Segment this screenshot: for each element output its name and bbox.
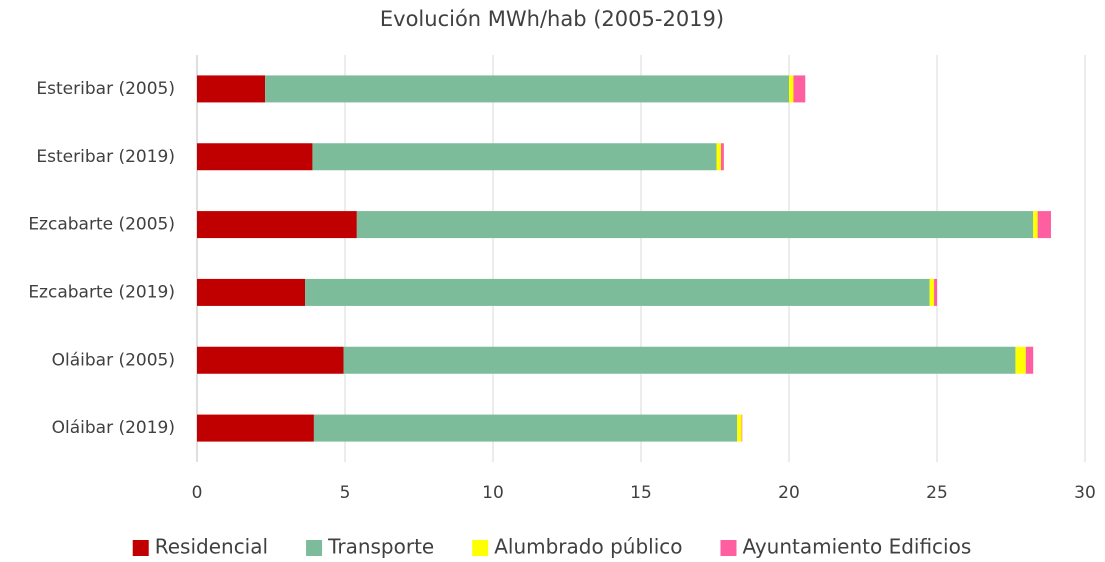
legend-label: Ayuntamiento Edificios: [743, 535, 972, 559]
bar-segment: [343, 346, 1016, 374]
y-tick-label: Esteribar (2005): [36, 79, 175, 99]
bar-segment: [929, 278, 935, 306]
x-tick-label: 0: [192, 483, 203, 503]
bar-segment: [934, 278, 937, 306]
legend-label: Alumbrado público: [494, 535, 682, 559]
legend-swatch: [306, 540, 323, 556]
bar-segment: [789, 75, 794, 103]
bar-segment: [1033, 211, 1038, 239]
legend-swatch: [720, 540, 737, 556]
y-tick-label: Ezcabarte (2005): [28, 215, 175, 235]
bar-segment: [1025, 346, 1034, 374]
bar-segment: [741, 414, 743, 442]
bar-segment: [716, 143, 721, 171]
x-tick-label: 30: [1074, 483, 1096, 503]
legend: Residencial Transporte Alumbrado público Ay…: [132, 535, 972, 559]
bar-segment: [737, 414, 742, 442]
bar-segment: [313, 414, 738, 442]
y-tick-label: Ezcabarte (2019): [28, 282, 175, 302]
y-tick-label: Esteribar (2019): [36, 147, 175, 167]
bar-segment: [305, 278, 930, 306]
bar-segment: [1037, 211, 1051, 239]
y-tick-label: Oláibar (2019): [52, 418, 175, 438]
bar-segment: [265, 75, 790, 103]
legend-swatch: [472, 540, 489, 556]
x-tick-label: 15: [630, 483, 652, 503]
x-tick-label: 5: [340, 483, 351, 503]
y-tick-label: Oláibar (2005): [52, 350, 175, 370]
legend-label: Transporte: [327, 535, 434, 559]
bar-segment: [197, 143, 313, 171]
bar-segment: [197, 278, 306, 306]
bar-segment: [793, 75, 806, 103]
bar-segment: [1015, 346, 1026, 374]
bar-segment: [720, 143, 724, 171]
bar-segment: [312, 143, 717, 171]
bar-segment: [197, 75, 266, 103]
bar-segment: [197, 414, 314, 442]
bar-segment: [197, 211, 357, 239]
legend-label: Residencial: [155, 535, 268, 559]
bar-segment: [197, 346, 344, 374]
x-tick-label: 20: [778, 483, 800, 503]
x-tick-label: 10: [482, 483, 504, 503]
chart-title: Evolución MWh/hab (2005-2019): [380, 7, 724, 31]
bar-segment: [356, 211, 1034, 239]
x-tick-label: 25: [926, 483, 948, 503]
legend-swatch: [132, 540, 149, 556]
